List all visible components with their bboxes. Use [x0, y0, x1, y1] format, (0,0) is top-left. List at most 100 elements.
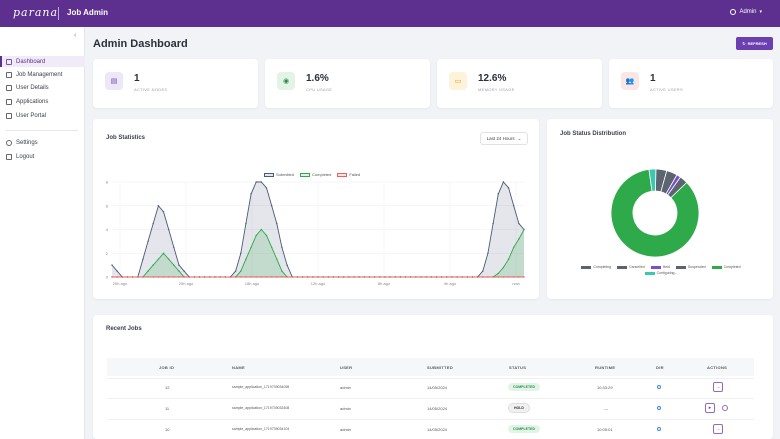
- data-point-submitted[interactable]: [482, 270, 484, 272]
- data-point-submitted[interactable]: [152, 222, 154, 225]
- data-point-submitted[interactable]: [265, 187, 268, 189]
- data-point-failed[interactable]: [183, 276, 185, 278]
- data-point-failed[interactable]: [193, 276, 196, 278]
- more-actions-icon[interactable]: [722, 405, 728, 411]
- data-point-submitted[interactable]: [255, 181, 257, 183]
- data-point-failed[interactable]: [523, 276, 525, 278]
- data-point-submitted[interactable]: [183, 270, 185, 272]
- data-point-failed[interactable]: [301, 276, 304, 278]
- data-point-failed[interactable]: [513, 276, 515, 278]
- data-point-completed[interactable]: [265, 234, 268, 237]
- user-menu[interactable]: Admin ▾: [730, 9, 762, 15]
- data-point-failed[interactable]: [317, 276, 319, 278]
- data-point-submitted[interactable]: [147, 240, 149, 243]
- data-point-failed[interactable]: [204, 276, 206, 278]
- data-point-completed[interactable]: [245, 258, 247, 260]
- data-point-failed[interactable]: [152, 276, 154, 278]
- data-point-failed[interactable]: [415, 276, 417, 278]
- column-header-status[interactable]: STATUS: [509, 365, 527, 370]
- sidebar-item-user-details[interactable]: User Details: [0, 82, 85, 93]
- data-point-failed[interactable]: [343, 276, 345, 278]
- data-point-submitted[interactable]: [513, 205, 515, 207]
- resume-job-button[interactable]: ▸: [705, 403, 715, 413]
- column-header-job-id[interactable]: JOB ID: [159, 365, 175, 370]
- data-point-failed[interactable]: [466, 276, 469, 278]
- data-point-failed[interactable]: [296, 276, 299, 278]
- data-point-completed[interactable]: [178, 270, 180, 272]
- data-point-submitted[interactable]: [281, 246, 283, 249]
- data-point-submitted[interactable]: [487, 252, 489, 254]
- data-point-completed[interactable]: [497, 272, 499, 275]
- data-point-submitted[interactable]: [497, 193, 499, 195]
- data-point-completed[interactable]: [281, 270, 283, 272]
- collapse-sidebar-icon[interactable]: ‹: [74, 32, 77, 39]
- data-point-submitted[interactable]: [492, 222, 494, 225]
- legend-submitted[interactable]: Submitted: [264, 172, 294, 177]
- data-point-failed[interactable]: [379, 276, 381, 278]
- data-point-completed[interactable]: [152, 264, 154, 266]
- data-point-failed[interactable]: [224, 276, 226, 278]
- data-point-failed[interactable]: [116, 276, 118, 278]
- data-point-failed[interactable]: [162, 276, 165, 278]
- data-point-completed[interactable]: [167, 258, 170, 260]
- legend-item[interactable]: Cancelled: [617, 265, 645, 269]
- folder-icon[interactable]: [657, 406, 661, 410]
- sidebar-item-applications[interactable]: Applications: [0, 96, 85, 107]
- data-point-failed[interactable]: [240, 276, 242, 278]
- data-point-failed[interactable]: [219, 276, 221, 278]
- data-point-failed[interactable]: [446, 276, 448, 278]
- folder-icon[interactable]: [657, 427, 661, 431]
- sidebar-item-dashboard[interactable]: Dashboard: [0, 56, 85, 67]
- data-point-failed[interactable]: [404, 276, 407, 278]
- column-header-submitted[interactable]: SUBMITTED: [427, 365, 454, 370]
- column-header-name[interactable]: NAME: [232, 365, 245, 370]
- logo[interactable]: parana: [13, 6, 59, 19]
- data-point-failed[interactable]: [327, 276, 329, 278]
- data-point-submitted[interactable]: [250, 193, 252, 195]
- data-point-failed[interactable]: [399, 276, 402, 278]
- data-point-completed[interactable]: [255, 234, 257, 237]
- data-point-completed[interactable]: [513, 246, 515, 249]
- data-point-completed[interactable]: [173, 264, 175, 266]
- data-point-submitted[interactable]: [167, 228, 170, 231]
- data-point-submitted[interactable]: [502, 181, 505, 183]
- refresh-button[interactable]: ↻ REFRESH: [736, 37, 773, 50]
- data-point-failed[interactable]: [245, 276, 247, 278]
- data-point-failed[interactable]: [111, 276, 113, 278]
- data-point-completed[interactable]: [162, 252, 165, 254]
- data-point-submitted[interactable]: [178, 264, 180, 266]
- data-point-submitted[interactable]: [270, 205, 273, 207]
- data-point-failed[interactable]: [440, 276, 443, 278]
- data-point-failed[interactable]: [348, 276, 350, 278]
- data-point-failed[interactable]: [214, 276, 216, 278]
- data-point-failed[interactable]: [384, 276, 386, 278]
- data-point-completed[interactable]: [270, 246, 273, 249]
- data-point-failed[interactable]: [312, 276, 314, 278]
- data-point-submitted[interactable]: [286, 264, 288, 266]
- pie-slice-completed[interactable]: [610, 168, 700, 258]
- data-point-failed[interactable]: [518, 276, 520, 278]
- legend-item[interactable]: Held: [650, 265, 670, 269]
- column-header-user[interactable]: USER: [340, 365, 353, 370]
- data-point-submitted[interactable]: [276, 222, 278, 225]
- data-point-submitted[interactable]: [111, 264, 113, 266]
- data-point-failed[interactable]: [188, 276, 190, 278]
- data-point-failed[interactable]: [476, 276, 479, 278]
- data-point-failed[interactable]: [250, 276, 252, 278]
- time-range-select[interactable]: Last 24 Hours ⌄: [480, 132, 528, 145]
- data-point-completed[interactable]: [502, 266, 505, 269]
- legend-item[interactable]: Configuring...: [644, 271, 677, 275]
- data-point-completed[interactable]: [250, 246, 252, 249]
- data-point-failed[interactable]: [425, 276, 427, 278]
- data-point-failed[interactable]: [167, 276, 170, 278]
- data-point-failed[interactable]: [276, 276, 278, 278]
- legend-failed[interactable]: Failed: [337, 172, 360, 177]
- data-point-failed[interactable]: [137, 276, 139, 278]
- cell-job-name[interactable]: sample_application_1719739034104: [232, 427, 290, 431]
- data-point-failed[interactable]: [260, 276, 263, 278]
- data-point-failed[interactable]: [209, 276, 211, 278]
- data-point-failed[interactable]: [322, 276, 324, 278]
- data-point-failed[interactable]: [410, 276, 412, 278]
- sidebar-item-logout[interactable]: Logout: [0, 151, 85, 162]
- data-point-completed[interactable]: [276, 258, 278, 260]
